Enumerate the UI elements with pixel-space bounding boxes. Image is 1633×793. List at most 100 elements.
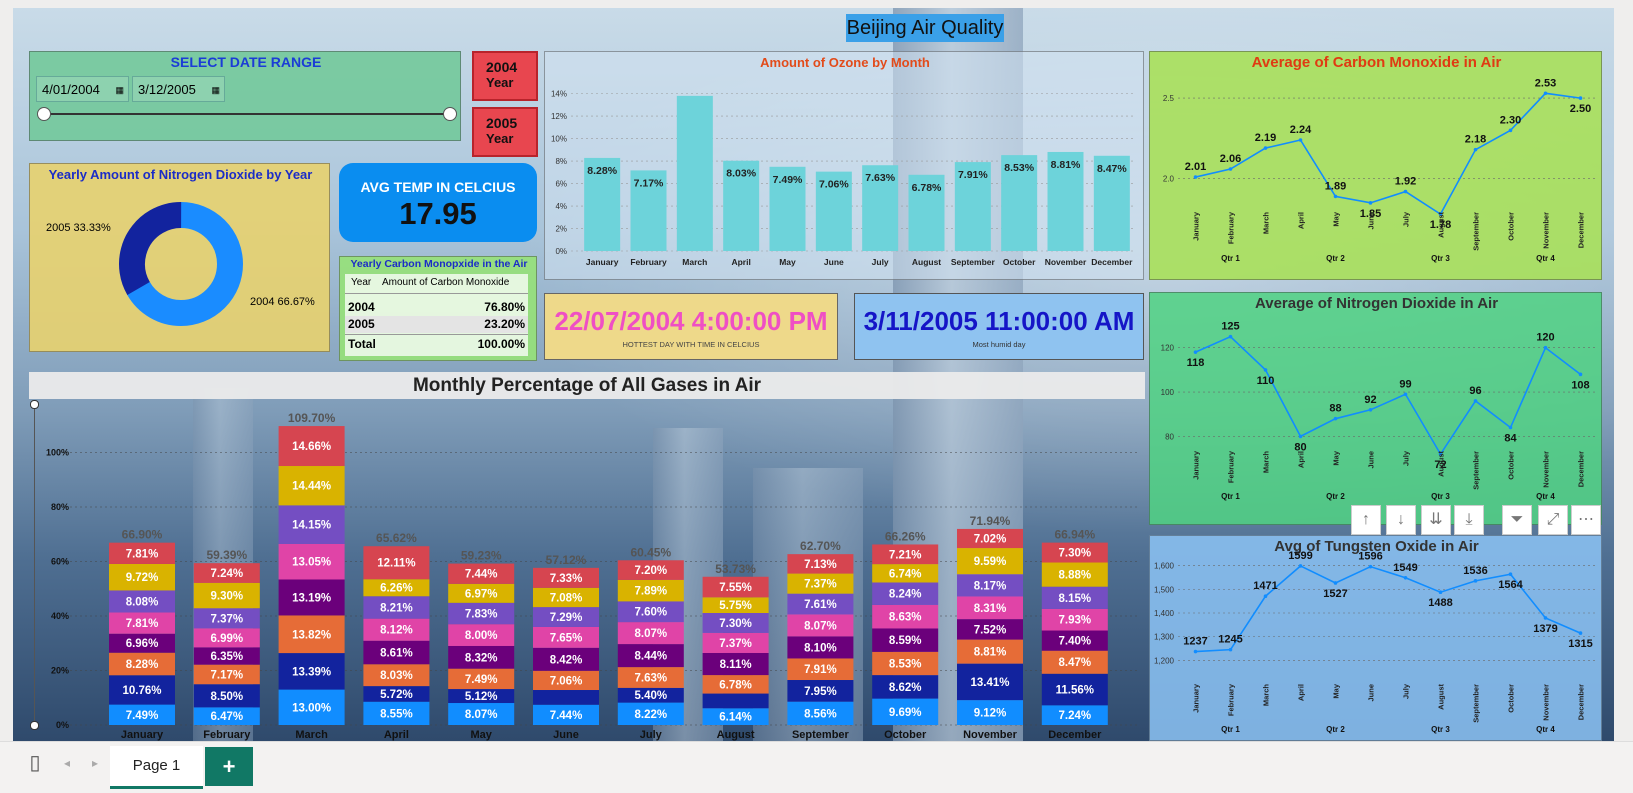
data-point[interactable] <box>1263 146 1268 150</box>
series-line[interactable] <box>1195 335 1581 456</box>
stacked-bar-segment[interactable] <box>363 664 430 687</box>
stacked-bar-segment[interactable] <box>533 607 599 627</box>
calendar-icon[interactable]: ▦ <box>115 85 124 95</box>
stacked-bar-segment[interactable] <box>363 546 430 580</box>
data-point[interactable] <box>1403 189 1408 194</box>
data-point[interactable] <box>1403 575 1408 580</box>
data-point[interactable] <box>1508 425 1513 430</box>
page-tab-page-1[interactable]: Page 1 <box>110 746 203 789</box>
stacked-bar-segment[interactable] <box>787 554 854 574</box>
stacked-bar-segment[interactable] <box>448 668 515 690</box>
stacked-bar-segment[interactable] <box>787 593 854 615</box>
no2-line-card[interactable]: Average of Nitrogen Dioxide in Air 80 100… <box>1149 292 1602 525</box>
stacked-bar-segment[interactable] <box>193 582 260 609</box>
stacked-bar-segment[interactable] <box>363 686 430 702</box>
ozone-bar[interactable] <box>815 171 852 251</box>
arrow-up-icon[interactable]: ↑ <box>1351 505 1381 535</box>
stacked-bar-segment[interactable] <box>1041 630 1108 651</box>
stacked-bar-segment[interactable] <box>872 675 939 699</box>
previous-page-icon[interactable]: ◂ <box>64 756 71 770</box>
stacked-bar-segment[interactable] <box>872 698 939 725</box>
ozone-bar[interactable] <box>908 174 945 251</box>
ozone-bar[interactable] <box>1047 151 1084 251</box>
year-slicer-item[interactable]: 2005 Year <box>472 107 538 157</box>
stacked-bar-segment[interactable] <box>617 560 684 580</box>
data-point[interactable] <box>1578 96 1583 100</box>
data-point[interactable] <box>1508 128 1513 133</box>
stacked-bar-segment[interactable] <box>278 426 345 467</box>
series-line[interactable] <box>1195 565 1581 653</box>
start-date-input[interactable]: 4/01/2004 ▦ <box>36 76 129 102</box>
stacked-bar-segment[interactable] <box>278 579 345 616</box>
data-point[interactable] <box>1368 201 1373 205</box>
stacked-bar-segment[interactable] <box>109 633 175 653</box>
stacked-bar-segment[interactable] <box>872 582 939 605</box>
stacked-bar-segment[interactable] <box>872 651 939 676</box>
stacked-bar-segment[interactable] <box>533 567 599 588</box>
stacked-bar-segment[interactable] <box>702 675 769 694</box>
stacked-bar-segment[interactable] <box>278 689 345 725</box>
data-point[interactable] <box>1228 647 1233 652</box>
stacked-bar-segment[interactable] <box>448 563 515 584</box>
data-point[interactable] <box>1298 564 1303 568</box>
stacked-bar-segment[interactable] <box>278 653 345 690</box>
data-point[interactable] <box>1228 167 1233 171</box>
data-point[interactable] <box>1368 564 1373 569</box>
end-date-input[interactable]: 3/12/2005 ▦ <box>132 76 225 102</box>
stacked-bar-segment[interactable] <box>533 626 599 648</box>
focus-mode-icon[interactable]: ⤢ <box>1538 505 1568 535</box>
stacked-bar-segment[interactable] <box>109 563 175 591</box>
arrow-down-icon[interactable]: ↓ <box>1386 505 1416 535</box>
stacked-bar-segment[interactable] <box>872 604 939 629</box>
stacked-bar-segment[interactable] <box>1041 705 1108 725</box>
stacked-bar-segment[interactable] <box>448 583 515 603</box>
co-line-card[interactable]: Average of Carbon Monoxide in Air 2.0 2.5… <box>1149 51 1602 280</box>
ozone-bar[interactable] <box>676 95 713 252</box>
stacked-bar-segment[interactable] <box>702 693 769 709</box>
tungsten-line-card[interactable]: Avg of Tungsten Oxide in Air 1,200 1,300 1… <box>1149 535 1602 741</box>
data-point[interactable] <box>1333 581 1338 585</box>
stacked-bar-segment[interactable] <box>787 658 854 681</box>
data-point[interactable] <box>1438 590 1443 594</box>
stacked-bar-segment[interactable] <box>278 615 345 654</box>
data-point[interactable] <box>1438 212 1443 216</box>
mobile-layout-icon[interactable]: ▯ <box>29 752 41 774</box>
expand-hierarchy-icon[interactable]: ⤓ <box>1454 505 1484 535</box>
data-point[interactable] <box>1508 572 1513 577</box>
stacked-bar-segment[interactable] <box>533 647 599 671</box>
data-point[interactable] <box>1298 138 1303 142</box>
stacked-bar-segment[interactable] <box>278 543 345 580</box>
stacked-bar-segment[interactable] <box>109 652 175 676</box>
stacked-bar-segment[interactable] <box>957 663 1023 701</box>
stacked-bar-segment[interactable] <box>872 564 939 583</box>
stacked-bar-segment[interactable] <box>533 587 599 608</box>
ozone-bar[interactable] <box>1093 155 1130 251</box>
stacked-bar-segment[interactable] <box>193 628 260 648</box>
stacked-bar-segment[interactable] <box>957 619 1023 640</box>
resize-handle[interactable] <box>30 721 39 730</box>
date-slider-end-handle[interactable] <box>443 107 457 121</box>
stacked-bar-segment[interactable] <box>1041 608 1108 631</box>
stacked-bar-segment[interactable] <box>702 632 769 653</box>
stacked-bar-segment[interactable] <box>787 701 854 725</box>
stacked-bar-segment[interactable] <box>193 563 260 583</box>
next-page-icon[interactable]: ▸ <box>92 756 99 770</box>
gases-chart-card[interactable]: Monthly Percentage of All Gases in Air 0… <box>29 372 1145 741</box>
stacked-bar-segment[interactable] <box>702 708 769 725</box>
stacked-bar-segment[interactable] <box>702 613 769 633</box>
stacked-bar-segment[interactable] <box>702 597 769 614</box>
stacked-bar-segment[interactable] <box>363 618 430 641</box>
stacked-bar-segment[interactable] <box>957 548 1023 575</box>
more-options-icon[interactable]: ⋯ <box>1571 505 1601 535</box>
data-point[interactable] <box>1403 392 1408 397</box>
stacked-bar-segment[interactable] <box>957 528 1023 549</box>
stacked-bar-segment[interactable] <box>193 707 260 725</box>
stacked-bar-segment[interactable] <box>617 622 684 645</box>
stacked-bar-segment[interactable] <box>1041 586 1108 609</box>
stacked-bar-segment[interactable] <box>617 702 684 725</box>
stacked-bar-segment[interactable] <box>1041 673 1108 706</box>
stacked-bar-segment[interactable] <box>617 579 684 602</box>
resize-handle-line[interactable] <box>34 402 35 726</box>
stacked-bar-segment[interactable] <box>109 704 175 725</box>
stacked-bar-segment[interactable] <box>193 608 260 629</box>
